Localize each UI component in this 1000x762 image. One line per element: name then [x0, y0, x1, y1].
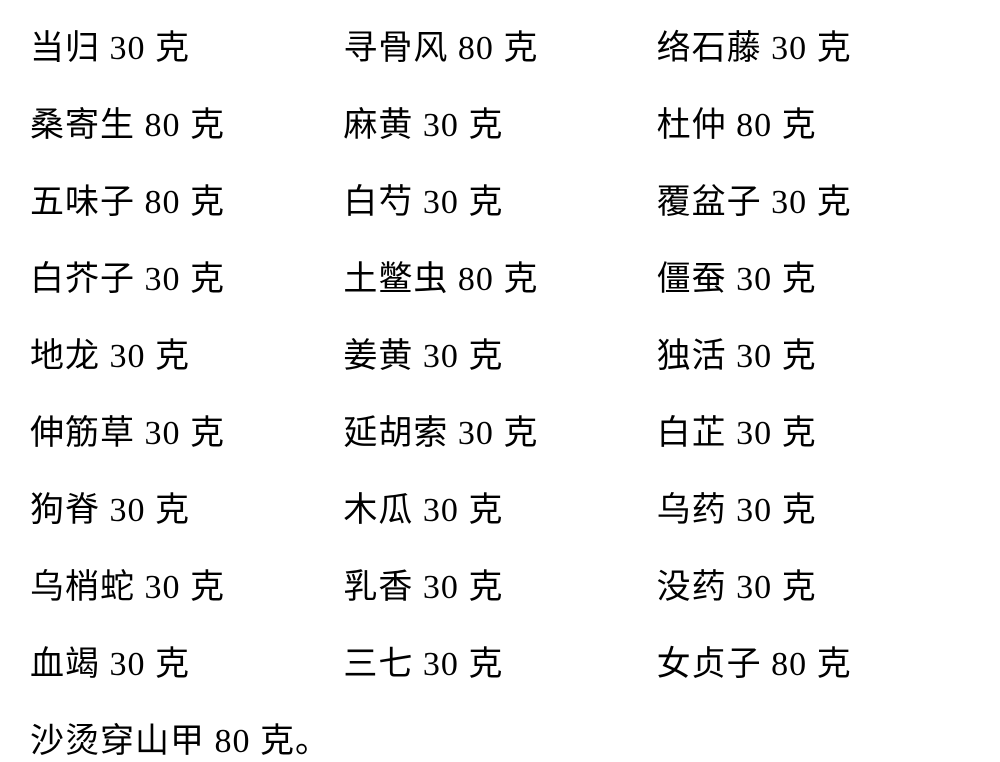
ingredient-cell: 独活 30 克 — [657, 328, 970, 377]
ingredient-cell: 三七 30 克 — [343, 636, 656, 685]
ingredient-text: 乌梢蛇 30 克 — [30, 569, 225, 606]
ingredient-text: 白芍 30 克 — [343, 184, 503, 221]
ingredient-text: 沙烫穿山甲 80 克。 — [30, 723, 330, 760]
ingredient-text: 白芥子 30 克 — [30, 261, 225, 298]
ingredient-text: 当归 30 克 — [30, 30, 190, 67]
ingredient-cell: 乌药 30 克 — [657, 482, 970, 531]
ingredient-cell: 络石藤 30 克 — [657, 20, 970, 69]
ingredient-text: 女贞子 80 克 — [657, 646, 852, 683]
ingredient-cell: 桑寄生 80 克 — [30, 97, 343, 146]
ingredient-text: 姜黄 30 克 — [343, 338, 503, 375]
ingredient-text: 伸筋草 30 克 — [30, 415, 225, 452]
ingredient-text: 土鳖虫 80 克 — [343, 261, 538, 298]
ingredient-text: 覆盆子 30 克 — [657, 184, 852, 221]
ingredient-text: 延胡索 30 克 — [343, 415, 538, 452]
ingredient-cell: 麻黄 30 克 — [343, 97, 656, 146]
ingredient-text: 地龙 30 克 — [30, 338, 190, 375]
ingredient-cell: 延胡索 30 克 — [343, 405, 656, 454]
ingredient-grid: 当归 30 克 寻骨风 80 克 络石藤 30 克 桑寄生 80 克 麻黄 30… — [30, 20, 970, 685]
ingredient-text: 桑寄生 80 克 — [30, 107, 225, 144]
ingredient-text: 三七 30 克 — [343, 646, 503, 683]
ingredient-cell: 乳香 30 克 — [343, 559, 656, 608]
ingredient-cell: 五味子 80 克 — [30, 174, 343, 223]
ingredient-cell: 当归 30 克 — [30, 20, 343, 69]
ingredient-text: 络石藤 30 克 — [657, 30, 852, 67]
ingredient-text: 没药 30 克 — [657, 569, 817, 606]
ingredient-cell: 寻骨风 80 克 — [343, 20, 656, 69]
ingredient-text: 五味子 80 克 — [30, 184, 225, 221]
ingredient-cell: 木瓜 30 克 — [343, 482, 656, 531]
ingredient-text: 独活 30 克 — [657, 338, 817, 375]
ingredient-text: 血竭 30 克 — [30, 646, 190, 683]
ingredient-text: 僵蚕 30 克 — [657, 261, 817, 298]
ingredient-cell: 僵蚕 30 克 — [657, 251, 970, 300]
ingredient-cell: 没药 30 克 — [657, 559, 970, 608]
ingredient-text: 乌药 30 克 — [657, 492, 817, 529]
ingredient-text: 乳香 30 克 — [343, 569, 503, 606]
ingredient-cell: 乌梢蛇 30 克 — [30, 559, 343, 608]
ingredient-text: 麻黄 30 克 — [343, 107, 503, 144]
ingredient-cell: 姜黄 30 克 — [343, 328, 656, 377]
ingredient-cell: 白芍 30 克 — [343, 174, 656, 223]
ingredient-text: 木瓜 30 克 — [343, 492, 503, 529]
ingredient-text: 狗脊 30 克 — [30, 492, 190, 529]
ingredient-cell: 覆盆子 30 克 — [657, 174, 970, 223]
ingredient-cell: 狗脊 30 克 — [30, 482, 343, 531]
ingredient-cell: 白芥子 30 克 — [30, 251, 343, 300]
ingredient-cell: 杜仲 80 克 — [657, 97, 970, 146]
ingredient-text: 寻骨风 80 克 — [343, 30, 538, 67]
ingredient-text: 杜仲 80 克 — [657, 107, 817, 144]
ingredient-cell: 白芷 30 克 — [657, 405, 970, 454]
ingredient-text: 白芷 30 克 — [657, 415, 817, 452]
ingredient-cell: 伸筋草 30 克 — [30, 405, 343, 454]
ingredient-cell: 地龙 30 克 — [30, 328, 343, 377]
ingredient-cell: 女贞子 80 克 — [657, 636, 970, 685]
ingredient-cell: 血竭 30 克 — [30, 636, 343, 685]
ingredient-cell: 土鳖虫 80 克 — [343, 251, 656, 300]
last-ingredient: 沙烫穿山甲 80 克。 — [30, 713, 970, 762]
